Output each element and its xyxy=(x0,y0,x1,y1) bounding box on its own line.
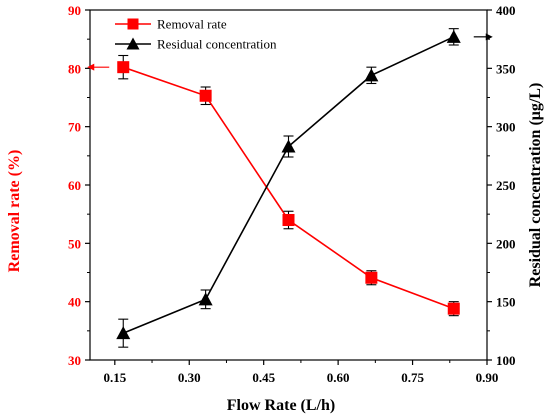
y-right-tick-label: 350 xyxy=(496,61,516,76)
y-left-tick-label: 70 xyxy=(68,120,81,135)
y-right-tick-label: 150 xyxy=(496,295,516,310)
y-left-tick-label: 50 xyxy=(68,236,81,251)
series-line xyxy=(122,36,455,334)
legend-marker-triangle xyxy=(126,37,140,50)
plot-frame xyxy=(89,9,488,361)
x-tick-label: 0.60 xyxy=(327,370,350,385)
legend-marker-square xyxy=(127,18,139,30)
data-point-square xyxy=(282,214,295,226)
y-left-axis-title: Removal rate (%) xyxy=(6,150,23,273)
data-point-square xyxy=(199,89,212,102)
y-right-tick-label: 250 xyxy=(496,178,516,193)
y-left-tick-label: 60 xyxy=(68,178,81,193)
data-point-square xyxy=(117,61,130,74)
data-point-triangle xyxy=(116,326,131,340)
y-right-tick-label: 200 xyxy=(496,236,516,251)
x-tick-label: 0.75 xyxy=(401,370,424,385)
plot-area: 0.15 0.30 0.45 0.60 0.75 0.90 30 40 50 60 70 80 90 10… xyxy=(68,3,516,385)
x-axis-title: Flow Rate (L/h) xyxy=(227,397,335,414)
data-point-triangle xyxy=(446,29,461,43)
y-right-tick-label: 100 xyxy=(496,353,516,368)
legend-label: Residual concentration xyxy=(157,37,277,52)
y-left-tick-label: 40 xyxy=(68,295,81,310)
x-tick-label: 0.15 xyxy=(103,370,126,385)
x-tick-label: 0.45 xyxy=(252,370,275,385)
data-point-triangle xyxy=(198,292,213,306)
data-point-square xyxy=(365,271,378,284)
x-tick-label: 0.30 xyxy=(178,370,201,385)
x-tick-label: 0.90 xyxy=(476,370,499,385)
data-point-triangle xyxy=(364,68,379,82)
legend-label: Removal rate xyxy=(157,17,227,32)
y-left-tick-label: 90 xyxy=(68,3,81,18)
y-right-tick-label: 300 xyxy=(496,120,516,135)
y-right-tick-label: 400 xyxy=(496,3,516,18)
right-axis-arrowhead xyxy=(485,33,493,41)
data-point-square xyxy=(447,302,460,315)
data-point-triangle xyxy=(281,139,296,153)
y-left-tick-label: 80 xyxy=(68,61,81,76)
left-axis-arrowhead xyxy=(87,63,95,71)
series-line xyxy=(122,66,455,310)
y-left-tick-label: 30 xyxy=(68,353,81,368)
y-right-axis-title: Residual concentration (μg/L) xyxy=(527,83,544,288)
